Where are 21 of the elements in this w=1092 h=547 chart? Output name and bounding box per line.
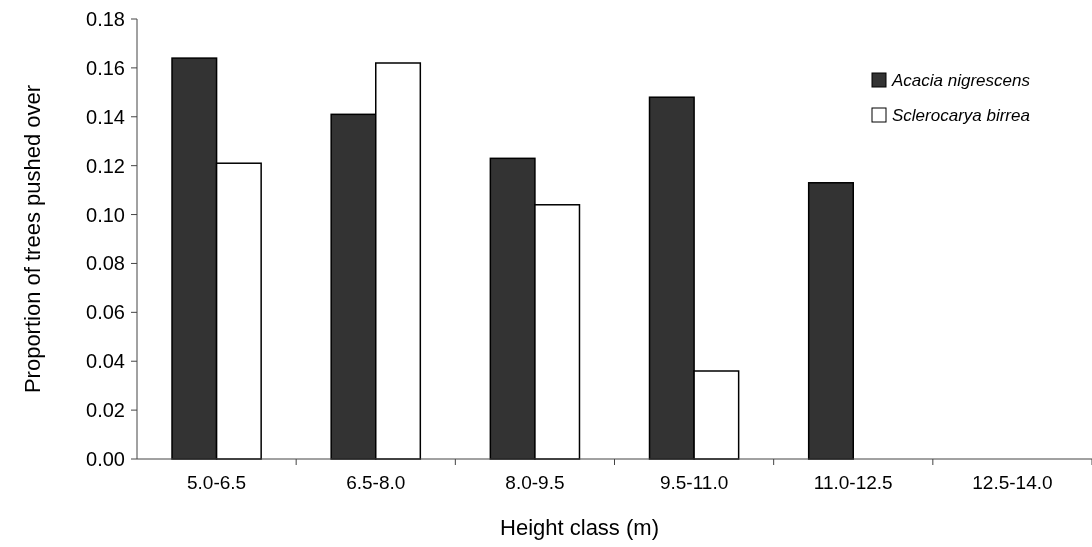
- y-tick-label: 0.08: [86, 252, 125, 275]
- y-tick-label: 0.04: [86, 350, 125, 373]
- y-tick-label: 0.06: [86, 301, 125, 324]
- y-tick-label: 0.14: [86, 105, 125, 128]
- y-tick-label: 0.16: [86, 56, 125, 79]
- x-tick-label: 12.5-14.0: [972, 472, 1053, 493]
- bar: [807, 182, 854, 460]
- x-tick-label: 11.0-12.5: [813, 472, 893, 493]
- x-axis-title: Height class (m): [500, 515, 659, 540]
- x-tick-label: 6.5-8.0: [346, 472, 406, 493]
- y-tick-label: 0.12: [86, 154, 125, 177]
- y-axis-title: Proportion of trees pushed over: [20, 84, 45, 394]
- x-tick-label: 5.0-6.5: [187, 472, 247, 493]
- y-tick-label: 0.02: [86, 399, 125, 422]
- legend-label: Acacia nigrescens: [891, 70, 1031, 90]
- x-tick-label: 8.0-9.5: [505, 472, 565, 493]
- x-tick-label: 9.5-11.0: [659, 472, 729, 493]
- y-tick-label: 0.18: [86, 8, 125, 30]
- legend-label: Sclerocarya birrea: [892, 105, 1030, 125]
- y-tick-label: 0.00: [86, 448, 125, 470]
- y-tick-label: 0.10: [86, 203, 125, 226]
